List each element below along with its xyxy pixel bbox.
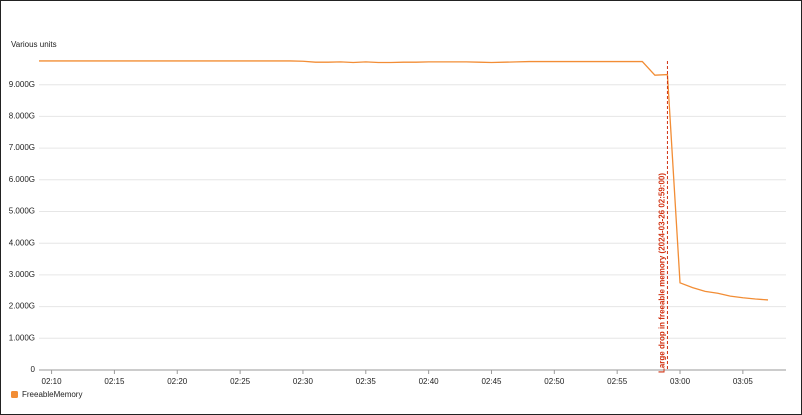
x-tick-label: 02:10 xyxy=(42,377,63,386)
x-tick-label: 02:55 xyxy=(607,377,628,386)
x-tick-label: 02:30 xyxy=(293,377,314,386)
x-tick-label: 02:35 xyxy=(356,377,377,386)
y-tick-label: 9.000G xyxy=(9,80,35,89)
annotation-label: Large drop in freeable memory (2024-03-2… xyxy=(658,173,667,373)
x-tick-label: 02:15 xyxy=(104,377,125,386)
y-tick-label: 8.000G xyxy=(9,112,35,121)
y-tick-label: 0 xyxy=(31,365,36,374)
y-axis-label: Various units xyxy=(11,40,57,49)
x-tick-label: 02:20 xyxy=(167,377,188,386)
y-tick-label: 4.000G xyxy=(9,238,35,247)
legend-swatch xyxy=(11,391,18,398)
y-tick-label: 1.000G xyxy=(9,333,35,342)
x-tick-label: 03:05 xyxy=(733,377,754,386)
y-tick-label: 3.000G xyxy=(9,270,35,279)
legend-label: FreeableMemory xyxy=(22,390,82,399)
y-tick-label: 6.000G xyxy=(9,175,35,184)
x-tick-label: 02:25 xyxy=(230,377,251,386)
x-tick-label: 02:45 xyxy=(481,377,502,386)
x-tick-label: 03:00 xyxy=(670,377,691,386)
x-tick-label: 02:50 xyxy=(544,377,565,386)
y-tick-label: 7.000G xyxy=(9,143,35,152)
y-tick-label: 2.000G xyxy=(9,302,35,311)
y-tick-label: 5.000G xyxy=(9,207,35,216)
x-tick-label: 02:40 xyxy=(419,377,440,386)
data-line xyxy=(39,60,769,301)
